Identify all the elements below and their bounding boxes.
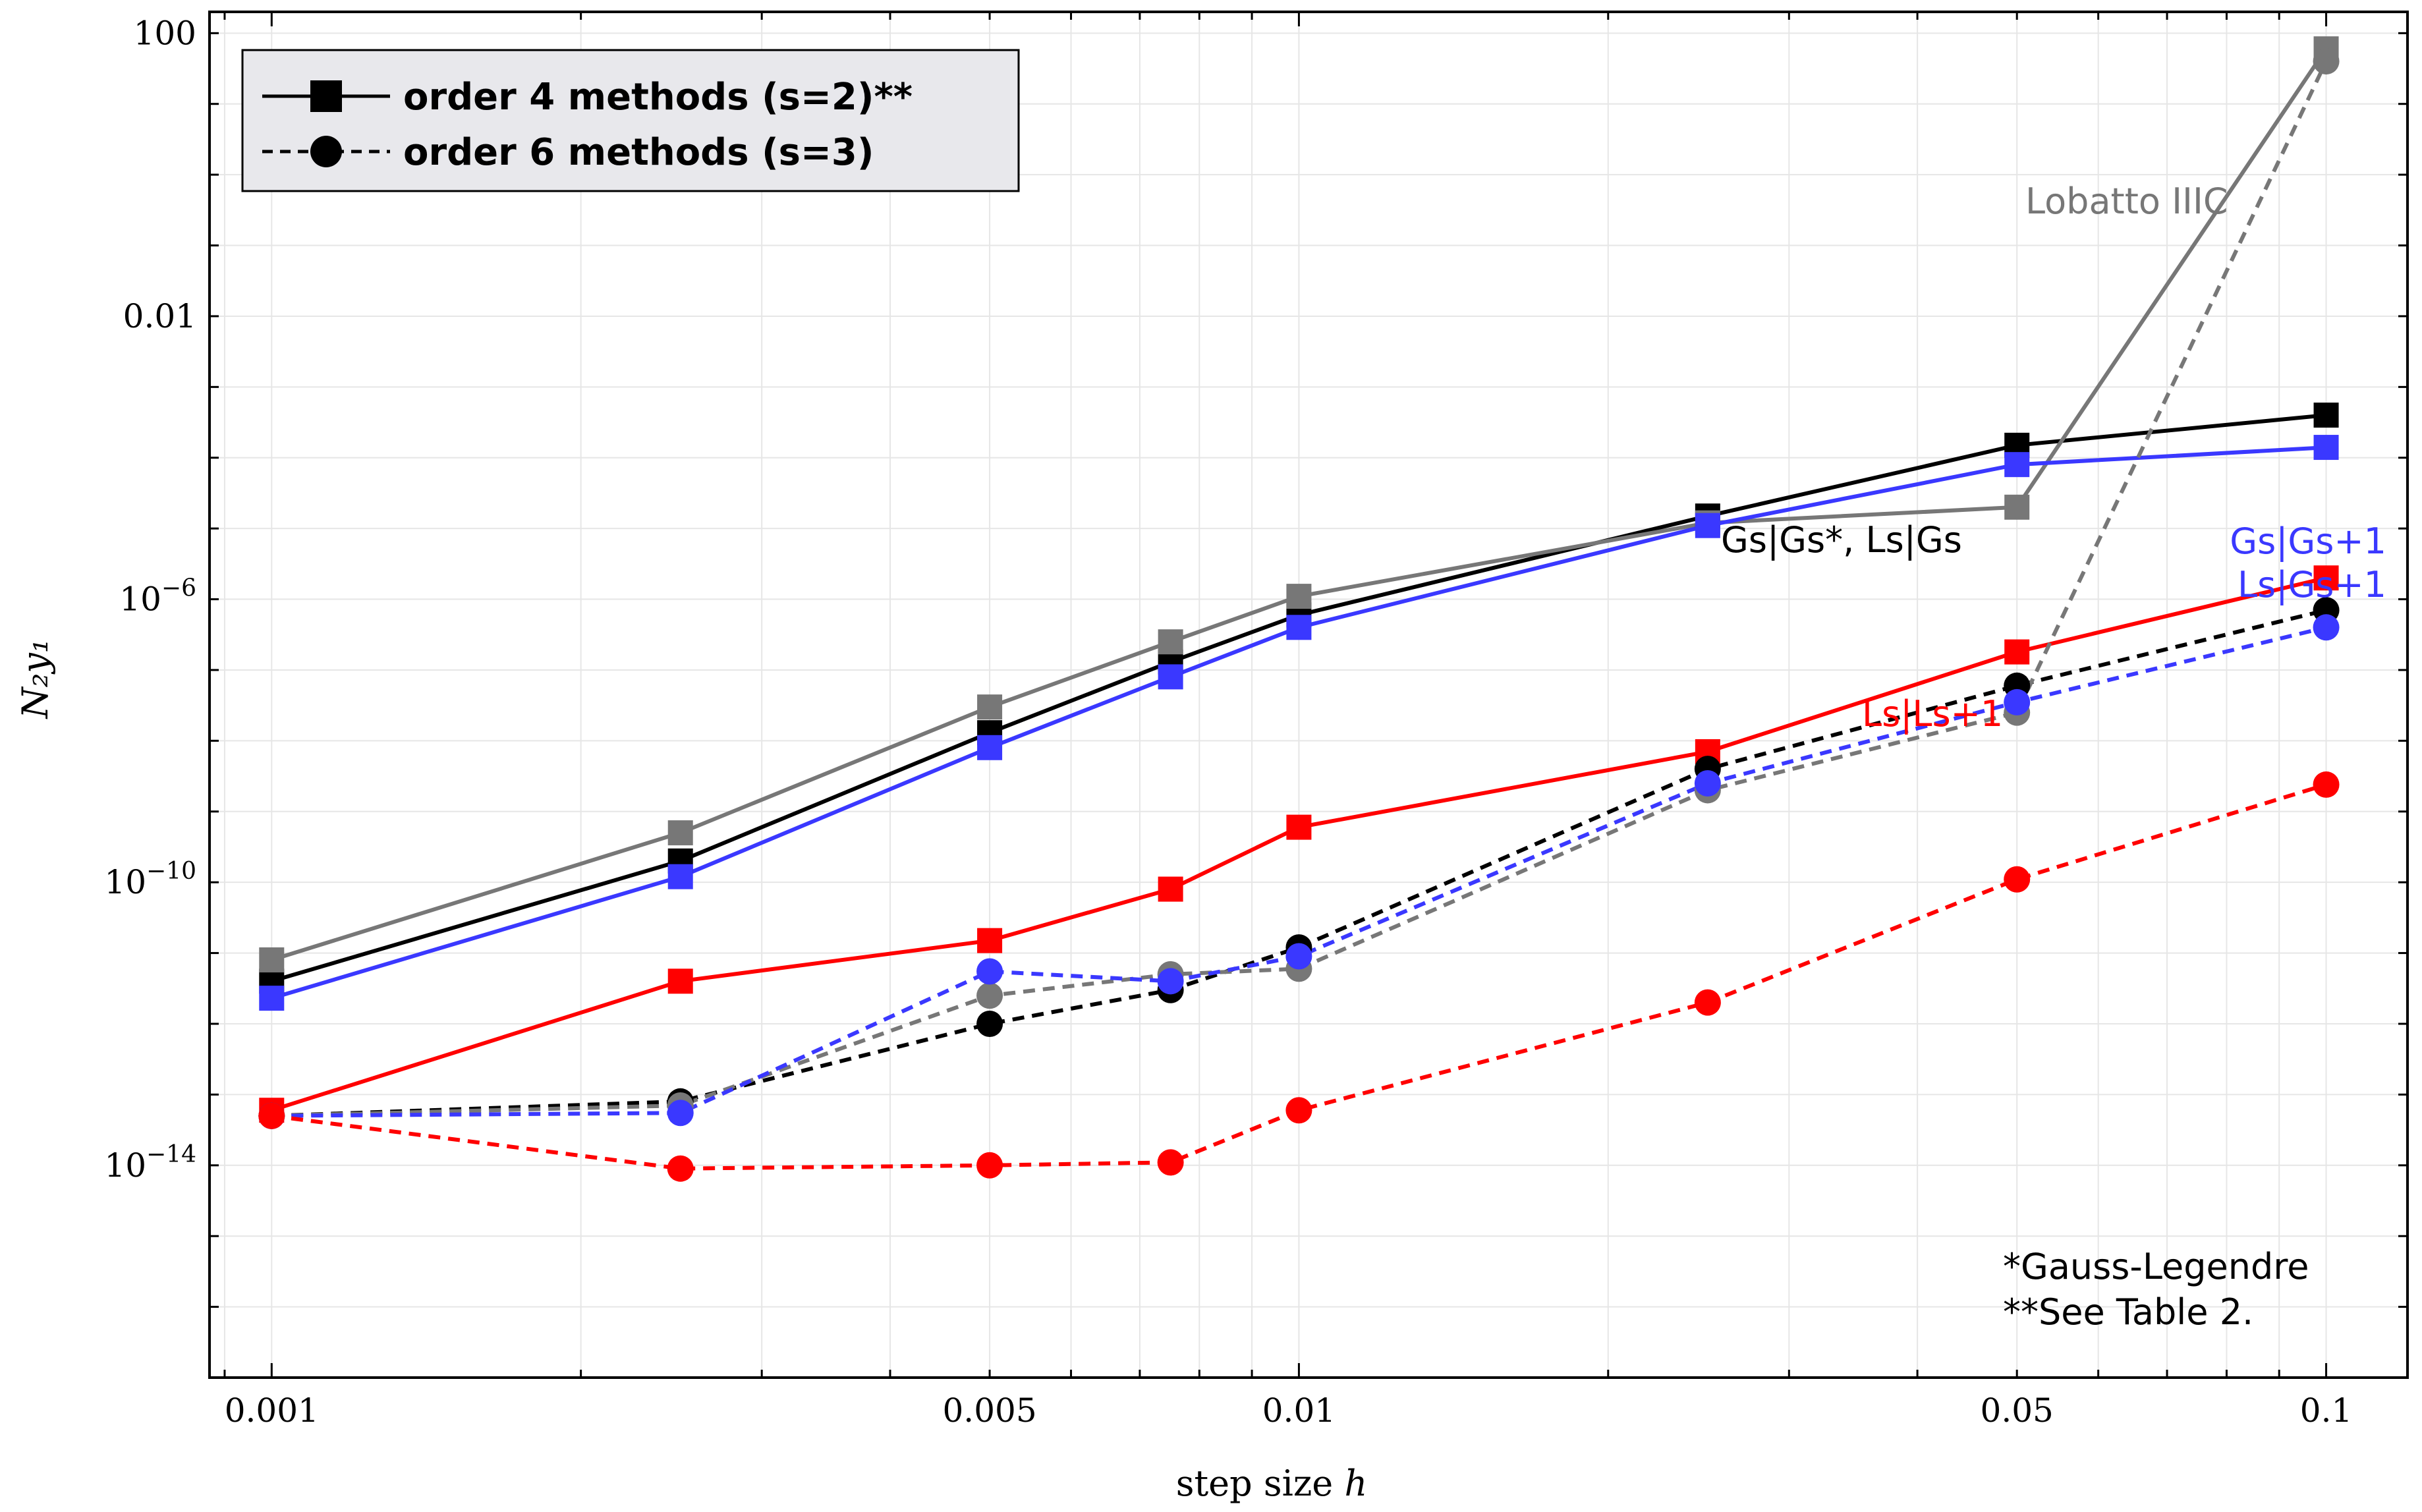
data-point-circle bbox=[976, 1010, 1003, 1037]
data-point-circle bbox=[976, 958, 1003, 985]
x-tick-label: 0.1 bbox=[2300, 1391, 2353, 1430]
data-point-square bbox=[259, 947, 285, 972]
series-line bbox=[271, 47, 2328, 962]
data-point-square bbox=[2313, 565, 2339, 591]
data-point-square bbox=[2313, 435, 2339, 461]
annotation-gs-gs1: Gs|Gs+1 bbox=[2230, 520, 2386, 562]
data-point-square bbox=[2004, 639, 2030, 665]
series-line bbox=[271, 445, 2326, 1000]
legend: order 4 methods (s=2)** order 6 methods … bbox=[241, 49, 1020, 192]
annotation-gs-gs-star: Gs|Gs*, Ls|Gs bbox=[1721, 519, 1962, 561]
data-point-square bbox=[1286, 584, 1312, 609]
y-axis-title: N₂y₁ bbox=[14, 638, 56, 719]
legend-label-order6: order 6 methods (s=3) bbox=[403, 131, 874, 174]
x-axis-variable: h bbox=[1344, 1463, 1367, 1504]
data-point-square bbox=[2004, 452, 2030, 478]
series-line bbox=[271, 576, 2327, 1113]
data-point-circle bbox=[2313, 48, 2340, 75]
series bbox=[271, 47, 2328, 1171]
data-point-circle bbox=[1285, 943, 1312, 970]
data-point-circle bbox=[1285, 1097, 1312, 1124]
x-axis-label: step size bbox=[1176, 1463, 1334, 1504]
data-point-square bbox=[1158, 664, 1183, 690]
y-tick-label: 0.01 bbox=[123, 297, 196, 335]
series-line bbox=[271, 413, 2326, 984]
grid bbox=[210, 12, 2408, 1378]
annotation-lobatto: Lobatto IIIC bbox=[2025, 181, 2228, 222]
plot-frame bbox=[208, 11, 2409, 1379]
data-point-circle bbox=[1694, 989, 1721, 1016]
data-point-circle bbox=[976, 982, 1003, 1009]
x-tick-label: 0.05 bbox=[1981, 1391, 2054, 1430]
data-point-circle bbox=[2313, 614, 2340, 641]
data-point-square bbox=[2004, 494, 2030, 520]
data-point-circle bbox=[1157, 1149, 1184, 1176]
y-tick-label: 10−10 bbox=[104, 858, 196, 901]
y-tick-label: 10−6 bbox=[119, 575, 196, 619]
data-point-square bbox=[667, 864, 693, 889]
data-point-square bbox=[667, 820, 693, 846]
data-point-square bbox=[977, 735, 1003, 760]
legend-marker-square bbox=[310, 80, 342, 112]
annotation-ls-gs1: Ls|Gs+1 bbox=[2238, 564, 2386, 605]
data-point-circle bbox=[667, 1100, 694, 1127]
axis-ticks: 0.001 0.005 0.01 0.05 0.1 100 0.01 10−6 10−10 10−… bbox=[104, 12, 2408, 1430]
data-point-square bbox=[1286, 615, 1312, 640]
legend-marker-circle bbox=[310, 136, 342, 167]
data-point-square bbox=[977, 928, 1003, 953]
x-tick-label: 0.001 bbox=[225, 1391, 319, 1430]
data-point-square bbox=[1158, 876, 1183, 902]
data-point-circle bbox=[2313, 771, 2340, 798]
data-point-square bbox=[1286, 814, 1312, 840]
data-point-square bbox=[977, 694, 1003, 720]
y-tick-label: 100 bbox=[134, 14, 196, 52]
x-tick-label: 0.005 bbox=[943, 1391, 1037, 1430]
data-point-square bbox=[1158, 629, 1183, 655]
note-gauss-legendre: *Gauss-Legendre bbox=[2003, 1246, 2309, 1287]
annotation-ls-ls1: Ls|Ls+1 bbox=[1862, 693, 2003, 735]
data-point-circle bbox=[258, 1102, 285, 1129]
data-point-circle bbox=[1157, 968, 1184, 995]
legend-label-order4: order 4 methods (s=2)** bbox=[403, 76, 913, 119]
note-see-table: **See Table 2. bbox=[2003, 1291, 2253, 1333]
y-tick-label: 10−14 bbox=[104, 1141, 196, 1185]
data-point-square bbox=[667, 968, 693, 994]
legend-box bbox=[241, 49, 1020, 192]
x-axis-title: step size h bbox=[1176, 1463, 1367, 1504]
series-line bbox=[271, 60, 2328, 1118]
data-point-circle bbox=[1694, 770, 1721, 797]
data-point-square bbox=[1695, 513, 1720, 538]
data-point-square bbox=[2313, 403, 2339, 428]
data-point-circle bbox=[667, 1155, 694, 1182]
data-point-circle bbox=[976, 1152, 1003, 1179]
markers bbox=[258, 36, 2340, 1182]
data-point-circle bbox=[2004, 866, 2031, 893]
x-tick-label: 0.01 bbox=[1262, 1391, 1336, 1430]
series-line bbox=[271, 783, 2327, 1171]
data-point-circle bbox=[2004, 688, 2031, 715]
series-line bbox=[271, 625, 2327, 1118]
data-point-square bbox=[259, 986, 285, 1011]
